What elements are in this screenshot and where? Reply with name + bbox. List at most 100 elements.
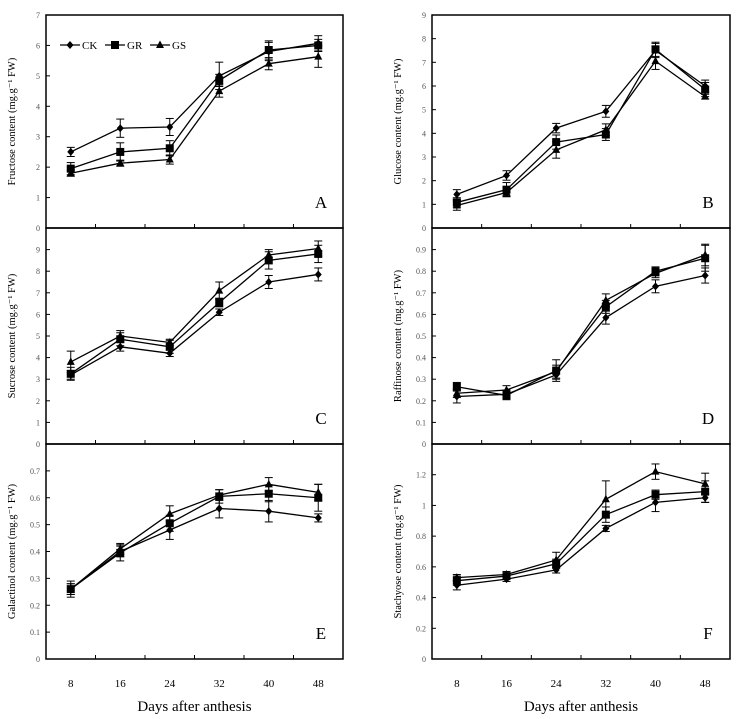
data-point-triangle xyxy=(215,86,224,95)
y-tick-label: 5 xyxy=(36,72,40,81)
y-tick-label: 7 xyxy=(36,289,40,298)
y-tick-label: 6 xyxy=(422,82,426,91)
panel-letter: F xyxy=(703,624,712,643)
data-point-triangle xyxy=(165,509,174,517)
x-tick-label: 40 xyxy=(650,678,662,690)
y-tick-label: 0.1 xyxy=(30,628,40,637)
series-line xyxy=(70,273,319,376)
data-point-triangle xyxy=(502,385,511,393)
y-tick-label: 0.4 xyxy=(416,354,426,363)
plot-frame xyxy=(431,14,731,229)
series-line xyxy=(70,253,319,375)
series-line xyxy=(456,490,706,582)
series-line xyxy=(70,42,319,153)
data-point-diamond xyxy=(701,271,709,280)
legend-marker-triangle xyxy=(156,40,164,48)
panel-c: 0 1 2 3 4 5 6 7 8 9 Sucrose content (mg.g⁻¹ FW) C xyxy=(7,227,344,449)
y-tick-label: 0.2 xyxy=(416,624,426,633)
y-tick-label: 0 xyxy=(36,655,40,664)
y-tick-label: 1 xyxy=(422,200,426,209)
data-point-square xyxy=(314,41,323,50)
data-point-diamond xyxy=(652,282,659,291)
data-point-triangle xyxy=(502,188,511,196)
data-point-triangle xyxy=(314,487,323,496)
data-point-square xyxy=(215,298,224,307)
y-tick-label: 1 xyxy=(36,418,40,427)
data-point-diamond xyxy=(265,507,273,516)
panel-letter: A xyxy=(315,193,328,212)
y-tick-label: 1.2 xyxy=(416,471,426,480)
plot-frame xyxy=(45,227,344,445)
series-line xyxy=(456,274,706,398)
y-tick-label: 5 xyxy=(422,106,426,115)
y-tick-label: 0.8 xyxy=(416,267,426,276)
x-tick-label: 48 xyxy=(700,678,712,690)
data-point-triangle xyxy=(215,286,224,294)
panel-letter: E xyxy=(316,624,326,643)
data-point-triangle xyxy=(552,145,561,153)
x-tick-label: 32 xyxy=(600,678,611,690)
panel-b: 0 1 2 3 4 5 6 7 8 9 Glucose content (mg.g⁻¹ FW) B xyxy=(393,11,731,233)
data-point-square xyxy=(701,85,710,94)
y-tick-label: 0.2 xyxy=(30,601,40,610)
data-point-square xyxy=(502,391,511,400)
y-tick-label: 3 xyxy=(36,375,40,384)
series-gr xyxy=(66,483,323,598)
y-tick-label: 0.7 xyxy=(30,467,40,476)
x-tick-label: 8 xyxy=(454,678,460,690)
legend-entry: CK xyxy=(82,40,97,52)
series-line xyxy=(70,493,319,590)
data-point-triangle xyxy=(116,331,125,339)
panel-a: 0 1 2 3 4 5 6 7 Fructose content (mg.g⁻¹ FW) A CK G… xyxy=(7,11,344,233)
data-point-triangle xyxy=(651,268,660,277)
series-line xyxy=(70,44,319,170)
y-tick-label: 1 xyxy=(422,501,426,510)
data-point-triangle xyxy=(601,295,610,304)
y-tick-label: 7 xyxy=(36,11,40,20)
y-tick-label: 0.4 xyxy=(30,548,40,557)
series-line xyxy=(456,470,706,579)
data-point-diamond xyxy=(166,122,174,131)
data-point-diamond xyxy=(265,278,273,286)
data-point-diamond xyxy=(503,171,510,180)
data-point-square xyxy=(215,76,224,85)
data-point-triangle xyxy=(552,555,561,563)
data-point-triangle xyxy=(66,357,75,365)
data-point-square xyxy=(165,342,174,351)
panel-letter: B xyxy=(702,193,713,212)
x-axis-label: Days after anthesis xyxy=(524,699,638,715)
data-point-triangle xyxy=(601,125,610,133)
series-line xyxy=(70,507,319,590)
data-point-triangle xyxy=(165,155,174,163)
data-point-triangle xyxy=(116,544,125,552)
data-point-diamond xyxy=(314,270,322,279)
y-tick-label: 0.7 xyxy=(416,289,426,298)
x-tick-label: 8 xyxy=(68,678,74,690)
series-gs xyxy=(66,45,323,177)
series-ck xyxy=(66,35,323,157)
data-point-diamond xyxy=(116,342,124,351)
data-point-triangle xyxy=(264,59,273,67)
y-tick-label: 0 xyxy=(36,440,40,449)
data-point-triangle xyxy=(552,367,561,375)
x-tick-label: 16 xyxy=(501,678,513,690)
y-tick-label: 0.5 xyxy=(30,521,40,530)
y-tick-label: 0.2 xyxy=(416,397,426,406)
data-point-diamond xyxy=(453,190,461,199)
data-point-diamond xyxy=(215,504,223,513)
y-tick-label: 2 xyxy=(422,177,426,186)
y-tick-label: 0 xyxy=(422,224,426,233)
series-line xyxy=(70,247,319,363)
series-line xyxy=(456,257,706,397)
data-point-triangle xyxy=(502,570,511,578)
y-tick-label: 0.8 xyxy=(416,532,426,541)
x-tick-label: 48 xyxy=(313,678,325,690)
y-tick-label: 6 xyxy=(36,310,40,319)
y-tick-label: 0 xyxy=(36,224,40,233)
y-tick-label: 2 xyxy=(36,163,40,172)
data-point-square xyxy=(264,489,273,498)
data-point-square xyxy=(264,45,273,54)
data-point-square xyxy=(651,490,660,499)
series-line xyxy=(456,497,706,586)
